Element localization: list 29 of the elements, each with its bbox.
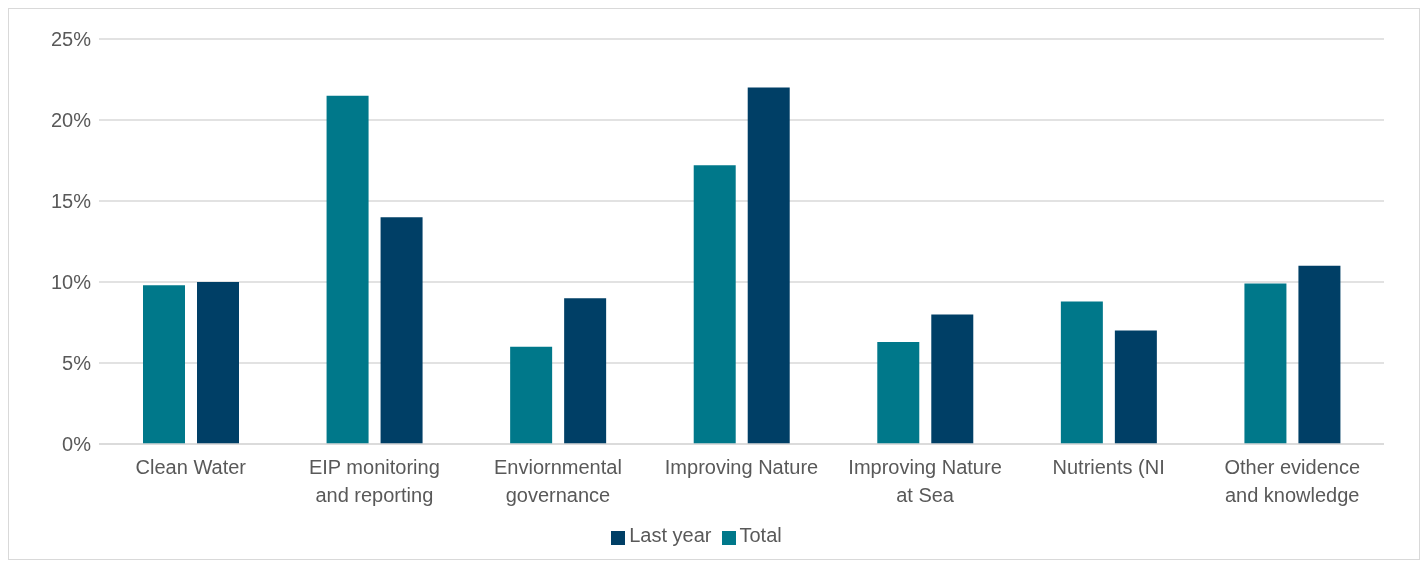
bar [1244, 283, 1287, 444]
y-tick-label: 5% [62, 352, 92, 375]
x-tick-label: EIP monitoring and reporting [308, 456, 440, 506]
bar [693, 165, 736, 444]
bar [326, 95, 369, 444]
bar [747, 87, 790, 444]
y-tick-label: 20% [50, 109, 92, 132]
bar [143, 285, 185, 444]
x-tick-label: Nutrients (NI [1052, 456, 1165, 478]
legend-label: Last year [629, 524, 712, 546]
x-tick-label: Improving Nature at Sea [848, 456, 1002, 506]
y-tick-label: 15% [50, 190, 92, 213]
bar [1298, 265, 1341, 444]
bar [877, 341, 920, 444]
x-tick-label: Clean Water [135, 456, 247, 478]
x-tick-label: Improving Nature [664, 456, 819, 478]
bar [564, 298, 607, 444]
y-tick-label: 25% [50, 28, 92, 51]
x-tick-label: Other evidence and knowledge [1224, 456, 1361, 506]
x-tick-label: Enviornmental governance [494, 456, 622, 506]
bar [380, 217, 423, 444]
y-tick-label: 10% [50, 271, 92, 294]
y-tick-label: 0% [62, 433, 92, 456]
legend-label: Total [739, 524, 782, 546]
bar [931, 314, 974, 444]
bar [510, 346, 553, 444]
bar [197, 282, 239, 444]
bar [1114, 330, 1157, 444]
bar [1060, 301, 1103, 444]
